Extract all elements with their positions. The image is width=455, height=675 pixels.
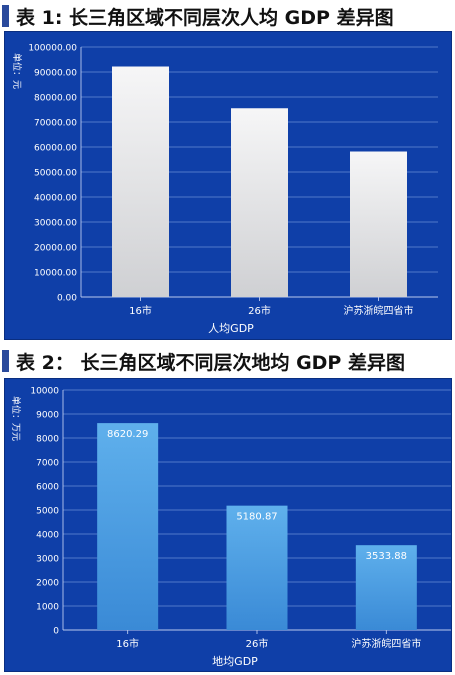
chart1-panel: 0.00 10000.00 20000.00 30000.00 40000.00 5000…: [4, 31, 452, 340]
x-category-label: 26市: [246, 637, 269, 650]
y-tick-label: 50000.00: [34, 169, 77, 179]
y-tick-label: 20000.00: [34, 244, 77, 254]
y-axis-title: 单位：万元: [10, 396, 22, 441]
y-tick-label: 60000.00: [34, 144, 77, 154]
title-marker-icon: [2, 5, 9, 27]
x-category-label: 16市: [129, 304, 152, 317]
chart2-svg: 0 1000 2000 3000 4000 5000 6000 7000 8000 9000 100…: [10, 387, 451, 668]
x-axis-title: 人均GDP: [208, 322, 254, 335]
chart2-heading: 表 2： 长三角区域不同层次地均 GDP 差异图: [0, 346, 405, 376]
x-axis-title: 地均GDP: [212, 655, 258, 668]
data-label: 8620.29: [107, 429, 148, 440]
y-tick-label: 0: [53, 627, 59, 637]
y-axis-title: 单位：元: [11, 53, 23, 89]
y-tick-label: 9000: [36, 411, 59, 421]
bar: [231, 108, 288, 297]
data-label: 5180.87: [236, 512, 277, 523]
bar: [355, 545, 417, 630]
title-marker-icon: [2, 350, 9, 372]
y-tick-label: 1000: [36, 603, 59, 613]
bar: [112, 66, 169, 297]
y-tick-label: 10000.00: [34, 269, 77, 279]
bar: [226, 505, 288, 630]
bar: [350, 151, 407, 297]
y-tick-label: 2000: [36, 579, 59, 589]
x-category-label: 26市: [248, 304, 271, 317]
x-category-label: 16市: [116, 637, 139, 650]
y-tick-label: 90000.00: [34, 69, 77, 79]
chart1-heading: 表 1: 长三角区域不同层次人均 GDP 差异图: [0, 1, 394, 31]
y-tick-label: 8000: [36, 435, 59, 445]
y-tick-label: 10000: [30, 387, 59, 397]
y-tick-label: 30000.00: [34, 219, 77, 229]
y-tick-label: 5000: [36, 507, 59, 517]
chart2-panel: 0 1000 2000 3000 4000 5000 6000 7000 8000 9000 100…: [4, 378, 452, 672]
y-tick-label: 70000.00: [34, 119, 77, 129]
bar: [97, 423, 159, 630]
y-tick-label: 6000: [36, 483, 59, 493]
x-category-label: 沪苏浙皖四省市: [344, 304, 414, 317]
y-tick-label: 4000: [36, 531, 59, 541]
y-tick-label: 7000: [36, 459, 59, 469]
y-tick-label: 100000.00: [28, 44, 77, 54]
y-tick-label: 80000.00: [34, 94, 77, 104]
data-label: 3533.88: [366, 551, 407, 562]
y-tick-label: 3000: [36, 555, 59, 565]
y-tick-label: 40000.00: [34, 194, 77, 204]
x-category-label: 沪苏浙皖四省市: [351, 637, 421, 650]
chart2-title: 表 2： 长三角区域不同层次地均 GDP 差异图: [16, 351, 405, 374]
chart1-title: 表 1: 长三角区域不同层次人均 GDP 差异图: [16, 6, 394, 29]
y-tick-label: 0.00: [57, 294, 77, 304]
chart1-svg: 0.00 10000.00 20000.00 30000.00 40000.00 5000…: [11, 44, 438, 335]
